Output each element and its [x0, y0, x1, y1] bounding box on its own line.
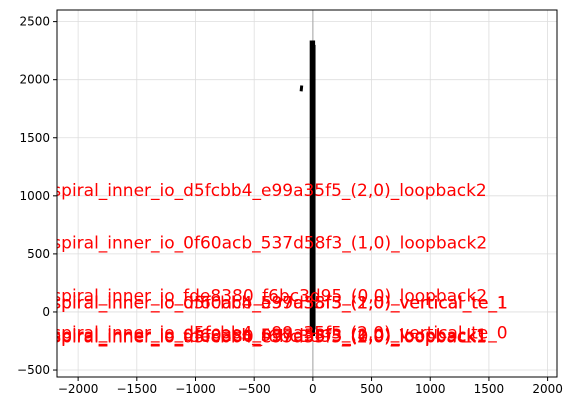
x-tick-label: −2000	[58, 382, 99, 396]
annotation-label: spiral_inner_io_0f60acb_537d58f3_(1,0)_l…	[52, 234, 487, 254]
y-tick-label: 2500	[19, 15, 50, 29]
y-tick-label: −500	[17, 363, 50, 377]
annotation-group: spiral_inner_io_d5fcbb4_e99a35f5_(2,0)_l…	[52, 181, 508, 348]
annotation-label: spiral_inner_io_fde8380_f6bc3d95_(0,0)_l…	[52, 287, 487, 307]
y-tick-label: 2000	[19, 73, 50, 87]
x-tick-label: 500	[360, 382, 383, 396]
x-tick-label: −1500	[117, 382, 158, 396]
annotation-label: spiral_inner_io_0f60acb_537d58f3_(1,0)_l…	[52, 326, 487, 346]
annotation-label: spiral_inner_io_d5fcbb4_e99a35f5_(2,0)_l…	[52, 181, 486, 201]
x-tick-label: 1500	[474, 382, 505, 396]
annotation-label: spiral_inner_io_d5fcbb4_e99a35f5_(2,0)_v…	[52, 324, 507, 344]
y-tick-label: 1000	[19, 189, 50, 203]
annotation-label: spiral_inner_io_fde8380_f6bc3d95_(0,0)_l…	[52, 327, 487, 347]
x-tick-label: −1000	[175, 382, 216, 396]
y-tick-label: 1500	[19, 131, 50, 145]
axes-frame	[56, 9, 558, 378]
x-tick-label: −500	[238, 382, 271, 396]
x-tick-label: 1000	[415, 382, 446, 396]
annotation-label: spiral_inner_io_0f60acb_537d58f3_(1,0)_v…	[52, 293, 508, 313]
x-tick-label: 0	[309, 382, 317, 396]
annotation-label: spiral_inner_io_d5fcbb4_e99a35f5_(2,0)_v…	[52, 293, 507, 313]
y-tick-label: 0	[42, 305, 50, 319]
series-group	[299, 40, 316, 337]
y-tick-label: 500	[27, 247, 50, 261]
annotation-label: spiral_inner_io_d5fcbb4_e99a35f5_(2,0)_l…	[52, 328, 486, 348]
series-line-0	[309, 40, 316, 337]
x-tick-label: 2000	[532, 382, 563, 396]
series-line-2	[299, 85, 304, 92]
